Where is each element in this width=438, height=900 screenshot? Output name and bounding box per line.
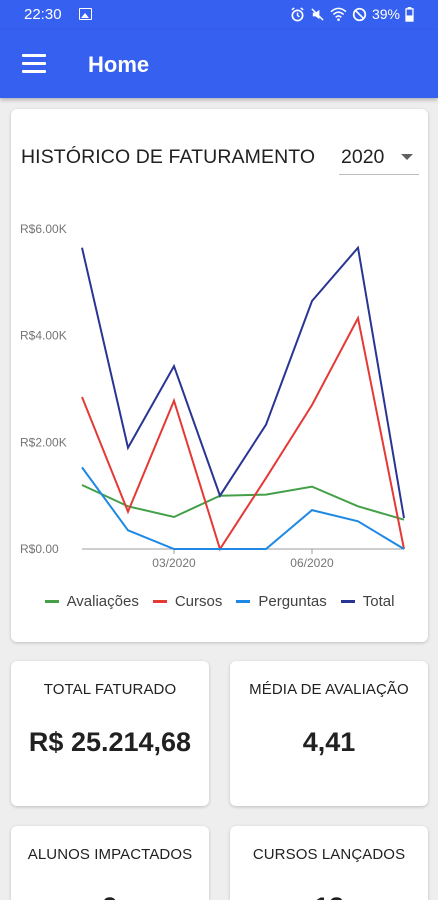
chevron-down-icon [401,154,413,160]
stat-label: ALUNOS IMPACTADOS [27,846,193,863]
x-tick-label: 03/2020 [152,556,196,570]
legend-swatch [236,600,251,603]
legend-label: Perguntas [258,593,327,610]
mute-icon [311,7,324,21]
status-icons: 39% [290,6,414,22]
y-tick-label: R$0.00 [20,542,59,556]
legend-item[interactable]: Perguntas [236,593,327,610]
legend-swatch [152,600,167,603]
series-line-total [81,245,405,519]
stat-value: 12 [230,892,428,900]
legend-swatch [44,600,59,603]
stat-value: R$ 25.214,68 [28,727,192,757]
stat-card-alunos-impactados: ALUNOS IMPACTADOS 9 [11,826,209,900]
page-title: Home [88,52,150,77]
legend-item[interactable]: Cursos [152,593,223,610]
legend-label: Cursos [174,593,223,610]
stat-label: TOTAL FATURADO [43,681,177,698]
status-time: 22:30 [24,6,62,23]
legend-item[interactable]: Avaliações [44,593,139,610]
status-bar: 22:30 39% [0,0,438,30]
series-line-perguntas [81,466,405,550]
wifi-icon [330,7,347,21]
battery-icon [405,6,414,22]
year-dropdown[interactable]: 2020 [339,139,419,175]
x-tick-label: 06/2020 [290,556,334,570]
hamburger-menu-icon[interactable] [22,54,46,74]
legend-label: Total [362,593,395,610]
year-dropdown-value: 2020 [341,146,385,168]
stat-card-cursos-lancados: CURSOS LANÇADOS 12 [230,826,428,900]
stat-value: 4,41 [302,727,356,757]
image-icon [79,8,92,20]
series-line-cursos [81,315,405,552]
chart-title: HISTÓRICO DE FATURAMENTO [21,146,316,168]
stat-card-total-faturado: TOTAL FATURADO R$ 25.214,68 [11,661,209,806]
stat-value: 9 [11,892,209,900]
chart-legend: Avaliações Cursos Perguntas Total [11,593,428,610]
y-tick-label: R$6.00K [20,222,67,236]
y-tick-label: R$2.00K [20,435,67,449]
battery-percent: 39% [371,6,400,22]
series-line-avaliacoes [81,484,405,521]
do-not-disturb-icon [352,7,367,21]
y-tick-label: R$4.00K [20,329,67,343]
legend-swatch [340,600,355,603]
app-bar: Home [0,30,438,98]
stat-label: MÉDIA DE AVALIAÇÃO [249,681,409,698]
legend-item[interactable]: Total [340,593,395,610]
alarm-icon [291,6,304,21]
legend-label: Avaliações [66,593,139,610]
revenue-chart-card: HISTÓRICO DE FATURAMENTO 2020 R$0.00 R$2.… [11,109,428,642]
stat-card-media-avaliacao: MÉDIA DE AVALIAÇÃO 4,41 [230,661,428,806]
revenue-line-chart: R$0.00 R$2.00K R$4.00K R$6.00K 03/2020 06/202… [20,222,405,570]
stat-label: CURSOS LANÇADOS [252,846,406,863]
